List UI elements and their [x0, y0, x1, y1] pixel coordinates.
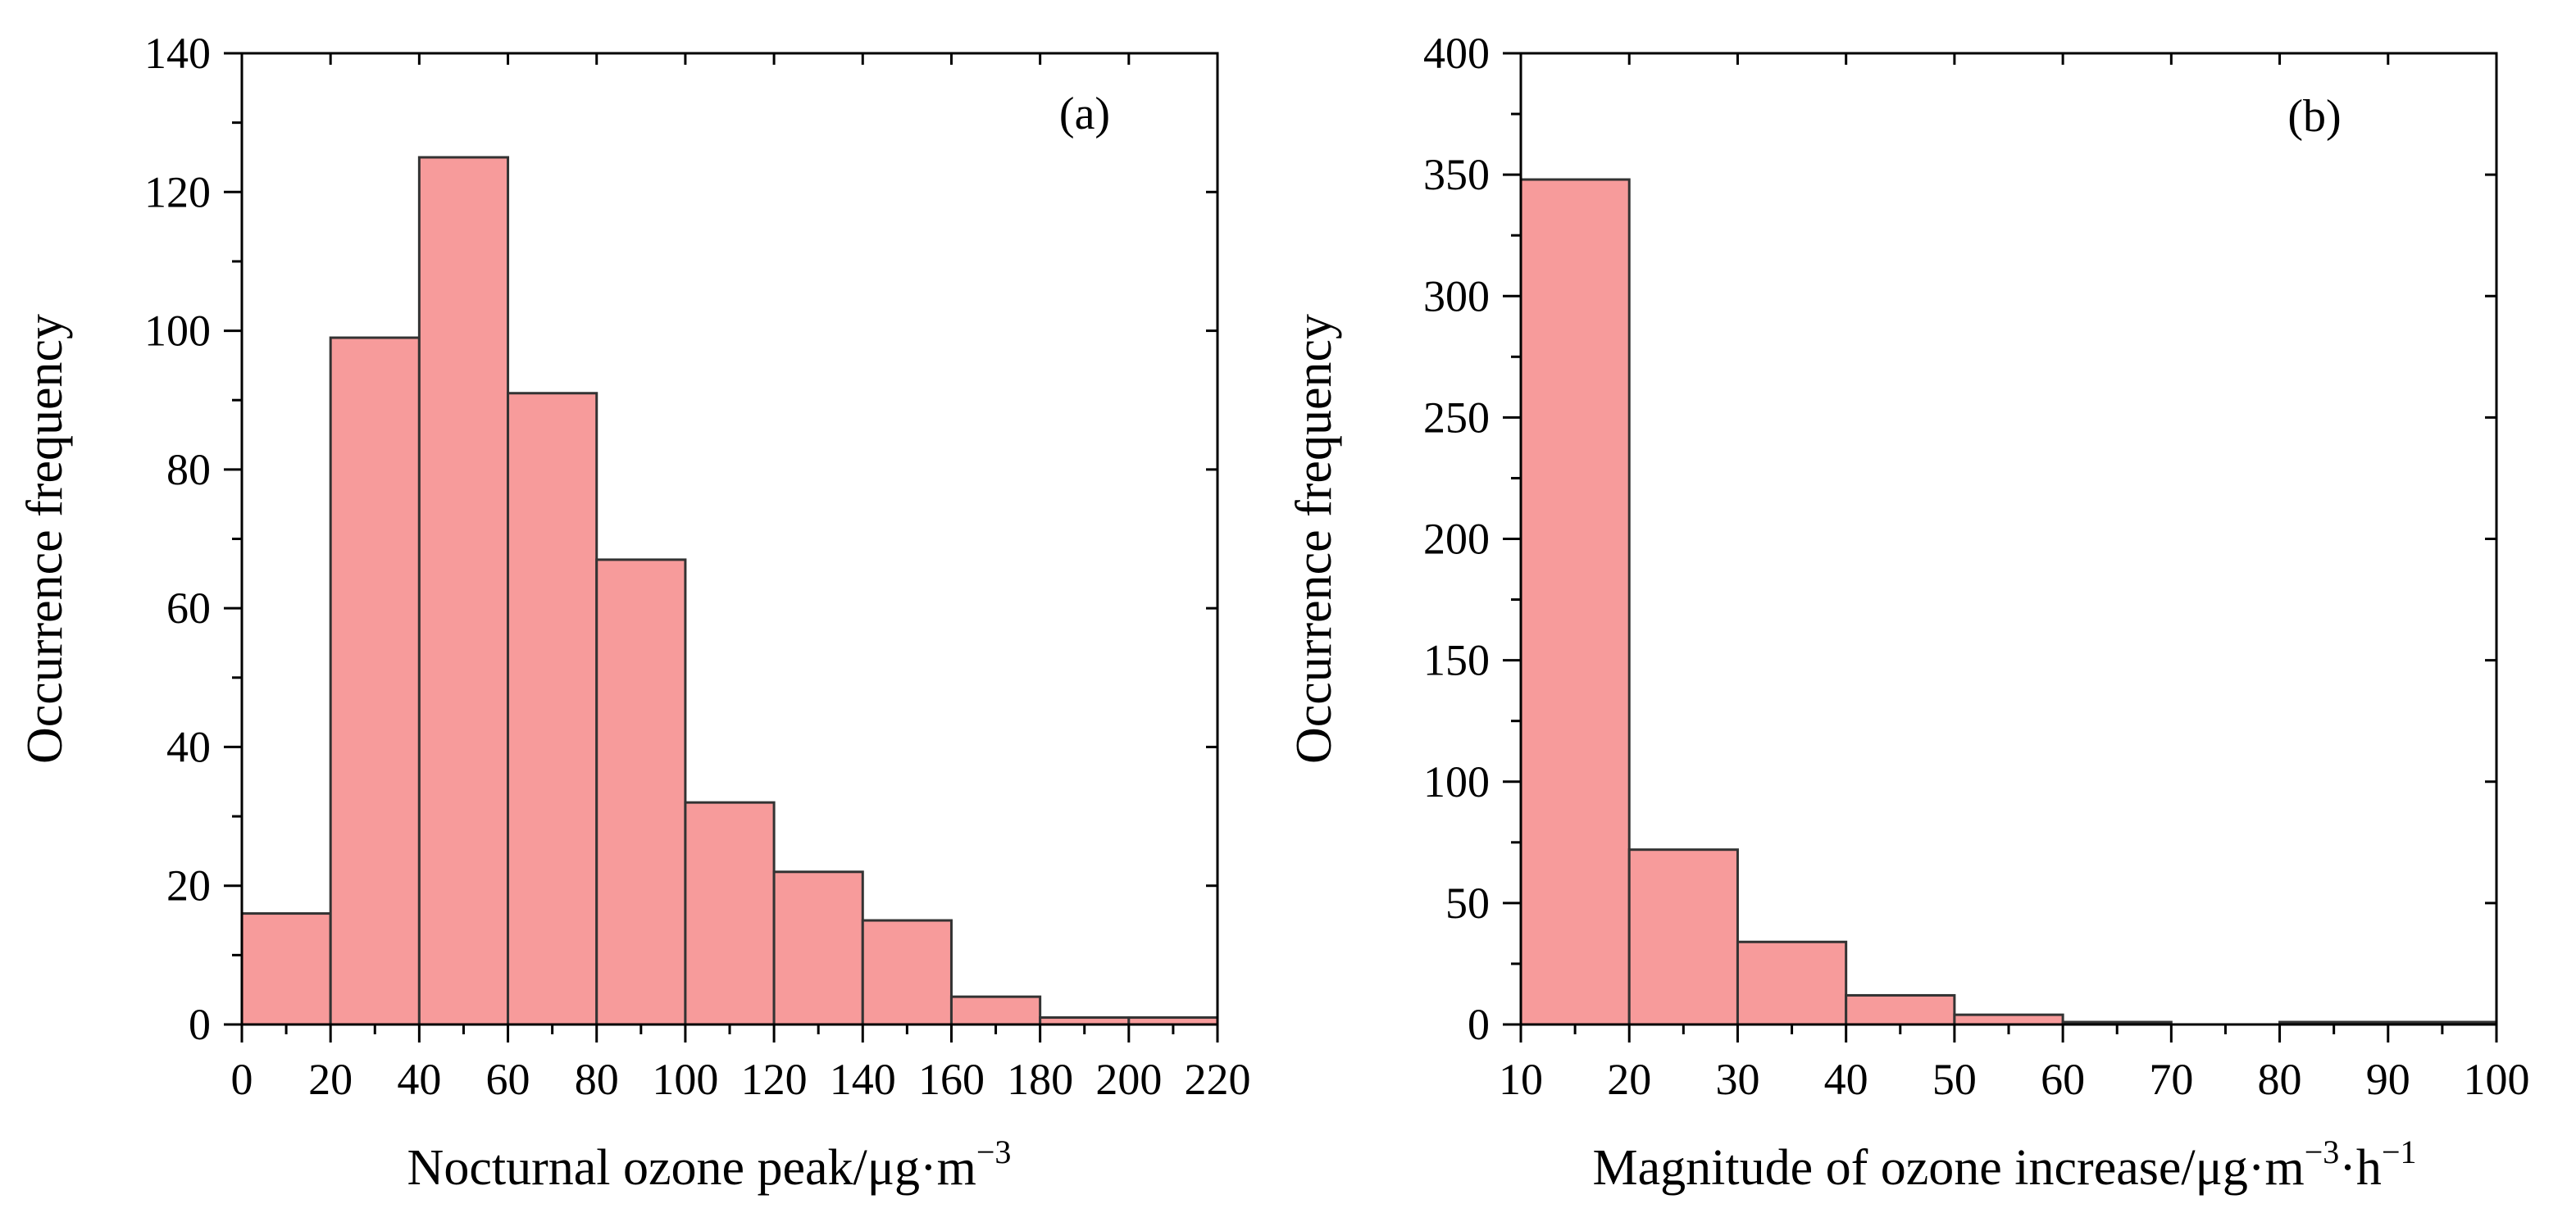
y-tick-label: 150	[1423, 636, 1490, 685]
x-tick-label: 80	[2258, 1055, 2302, 1104]
histogram-bar-40-50	[1845, 993, 1956, 1026]
x-tick-label: 80	[575, 1055, 619, 1104]
x-tick-label: 100	[2464, 1055, 2530, 1104]
histogram-bar-10-20	[1519, 178, 1631, 1026]
x-tick-label: 140	[830, 1055, 896, 1104]
x-axis-title-sup: −3	[976, 1133, 1012, 1170]
x-axis-title-main: Nocturnal ozone peak/μg·m	[407, 1140, 976, 1196]
histogram-bar-100-120	[684, 801, 776, 1026]
x-tick-label: 60	[2041, 1055, 2085, 1104]
x-tick-label: 40	[1824, 1055, 1868, 1104]
y-tick-label: 60	[166, 584, 211, 633]
x-tick-label: 60	[486, 1055, 530, 1104]
x-axis-title-main: Magnitude of ozone increase/μg·m	[1593, 1140, 2305, 1196]
x-tick-label: 160	[918, 1055, 985, 1104]
x-tick-label: 220	[1185, 1055, 1251, 1104]
y-tick-label: 50	[1445, 879, 1490, 928]
x-axis-title-mid: ·h	[2339, 1140, 2382, 1196]
x-tick-label: 120	[741, 1055, 808, 1104]
x-tick-label: 30	[1715, 1055, 1759, 1104]
histogram-bar-140-160	[861, 919, 953, 1026]
y-tick-label: 200	[1423, 515, 1490, 564]
histogram-bar-30-40	[1736, 940, 1848, 1026]
x-tick-label: 0	[231, 1055, 253, 1104]
y-tick-label: 40	[166, 722, 211, 771]
histogram-bar-80-100	[595, 558, 687, 1026]
y-tick-label: 100	[1423, 757, 1490, 806]
histogram-bar-120-140	[772, 870, 864, 1026]
histogram-bar-60-80	[507, 392, 598, 1026]
histogram-bar-160-180	[949, 995, 1042, 1026]
x-tick-label: 10	[1499, 1055, 1543, 1104]
x-tick-label: 200	[1095, 1055, 1162, 1104]
x-axis-title: Nocturnal ozone peak/μg·m−3	[407, 1133, 1012, 1196]
chart-a-nocturnal-ozone-peak: 0 20 40 60 80 100 120 140 0 20 40 60 80 100 120 140 160 1…	[17, 29, 1251, 1196]
histogram-bar-40-60	[417, 156, 510, 1026]
x-tick-label: 20	[1607, 1055, 1651, 1104]
panel-label: (b)	[2287, 91, 2341, 142]
x-tick-label: 70	[2149, 1055, 2193, 1104]
y-tick-label: 80	[166, 445, 211, 494]
x-axis-title: Magnitude of ozone increase/μg·m−3·h−1	[1593, 1133, 2417, 1196]
y-tick-label: 20	[166, 861, 211, 911]
x-axis-title-sup2: −1	[2382, 1133, 2417, 1170]
histogram-bar-50-60	[1953, 1013, 2064, 1026]
y-tick-label: 0	[1468, 1000, 1490, 1049]
y-tick-label: 400	[1423, 29, 1490, 78]
y-tick-label: 140	[144, 29, 211, 78]
y-tick-label: 300	[1423, 271, 1490, 320]
y-tick-label: 120	[144, 167, 211, 216]
x-tick-label: 100	[652, 1055, 718, 1104]
x-tick-label: 50	[1932, 1055, 1977, 1104]
y-tick-label: 100	[144, 307, 211, 356]
y-axis-title: Occurrence frequency	[1286, 314, 1342, 764]
panel-label: (a)	[1059, 89, 1110, 139]
y-tick-label: 350	[1423, 150, 1490, 199]
y-tick-label: 250	[1423, 393, 1490, 442]
histogram-bar-20-30	[1627, 848, 1739, 1026]
histogram-bar-0-20	[240, 912, 332, 1026]
x-tick-label: 20	[308, 1055, 353, 1104]
x-axis-title-sup: −3	[2305, 1133, 2340, 1170]
x-tick-label: 90	[2366, 1055, 2410, 1104]
y-axis-title: Occurrence frequency	[17, 314, 73, 764]
y-tick-label: 0	[189, 1000, 211, 1049]
x-tick-label: 40	[397, 1055, 441, 1104]
x-tick-label: 180	[1007, 1055, 1073, 1104]
chart-b-ozone-increase-magnitude: 0 50 100 150 200 250 300 350 400 10 20 30 40 50 60 70 80…	[1286, 29, 2530, 1196]
histogram-bar-20-40	[329, 336, 421, 1026]
